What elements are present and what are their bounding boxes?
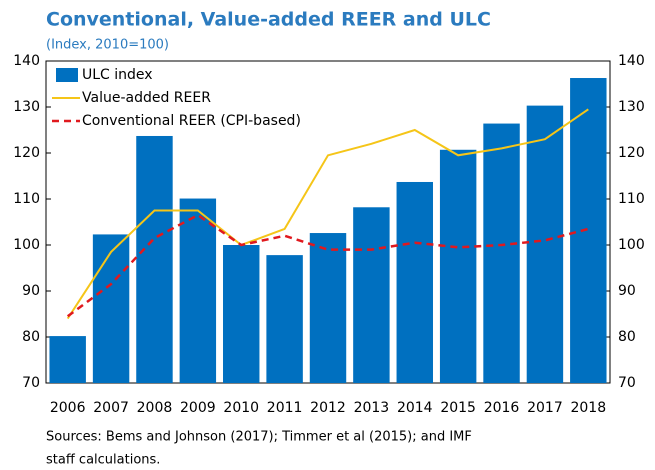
bar xyxy=(309,233,347,383)
source-note: Sources: Bems and Johnson (2017); Timmer… xyxy=(46,430,472,445)
y-tick-label: 80 xyxy=(22,329,40,345)
y-tick-label: 90 xyxy=(22,283,40,299)
bar xyxy=(396,181,433,383)
bar xyxy=(483,123,520,383)
y2-tick-label: 90 xyxy=(618,283,636,299)
x-tick-label: 2015 xyxy=(440,400,476,416)
x-tick-label: 2017 xyxy=(527,400,563,416)
bar xyxy=(92,234,130,383)
y-tick-label: 70 xyxy=(22,375,40,391)
y-tick-label: 120 xyxy=(13,145,40,161)
y2-tick-label: 140 xyxy=(618,53,645,69)
y2-tick-label: 70 xyxy=(618,375,636,391)
x-tick-label: 2009 xyxy=(180,400,216,416)
legend-swatch xyxy=(56,68,78,82)
y2-tick-label: 130 xyxy=(618,99,645,115)
x-tick-label: 2012 xyxy=(310,400,346,416)
bar xyxy=(570,78,607,384)
legend-label: Value-added REER xyxy=(82,90,211,106)
bar xyxy=(179,198,217,383)
x-tick-label: 2010 xyxy=(223,400,259,416)
x-tick-label: 2007 xyxy=(93,400,129,416)
bar xyxy=(526,105,564,384)
bar xyxy=(223,245,260,383)
bar xyxy=(136,135,173,383)
line xyxy=(66,108,589,320)
source-note: staff calculations. xyxy=(46,453,160,468)
y2-tick-label: 80 xyxy=(618,329,636,345)
bar xyxy=(49,336,86,383)
x-tick-label: 2018 xyxy=(570,400,606,416)
x-tick-label: 2006 xyxy=(50,400,86,416)
x-tick-label: 2008 xyxy=(137,400,173,416)
y2-tick-label: 120 xyxy=(618,145,645,161)
bar xyxy=(266,255,303,383)
x-tick-label: 2014 xyxy=(397,400,433,416)
x-tick-label: 2013 xyxy=(354,400,390,416)
y2-tick-label: 100 xyxy=(618,237,645,253)
x-tick-label: 2011 xyxy=(267,400,303,416)
bar xyxy=(439,149,477,383)
y-tick-label: 110 xyxy=(13,191,40,207)
y-tick-label: 140 xyxy=(13,53,40,69)
legend-label: ULC index xyxy=(82,67,153,83)
chart-subtitle: (Index, 2010=100) xyxy=(46,38,169,53)
x-tick-label: 2016 xyxy=(484,400,520,416)
y-tick-label: 130 xyxy=(13,99,40,115)
legend-label: Conventional REER (CPI-based) xyxy=(82,113,301,129)
y2-tick-label: 110 xyxy=(618,191,645,207)
chart-title: Conventional, Value-added REER and ULC xyxy=(46,9,491,31)
bar xyxy=(353,207,390,383)
y-tick-label: 100 xyxy=(13,237,40,253)
line xyxy=(66,213,589,318)
